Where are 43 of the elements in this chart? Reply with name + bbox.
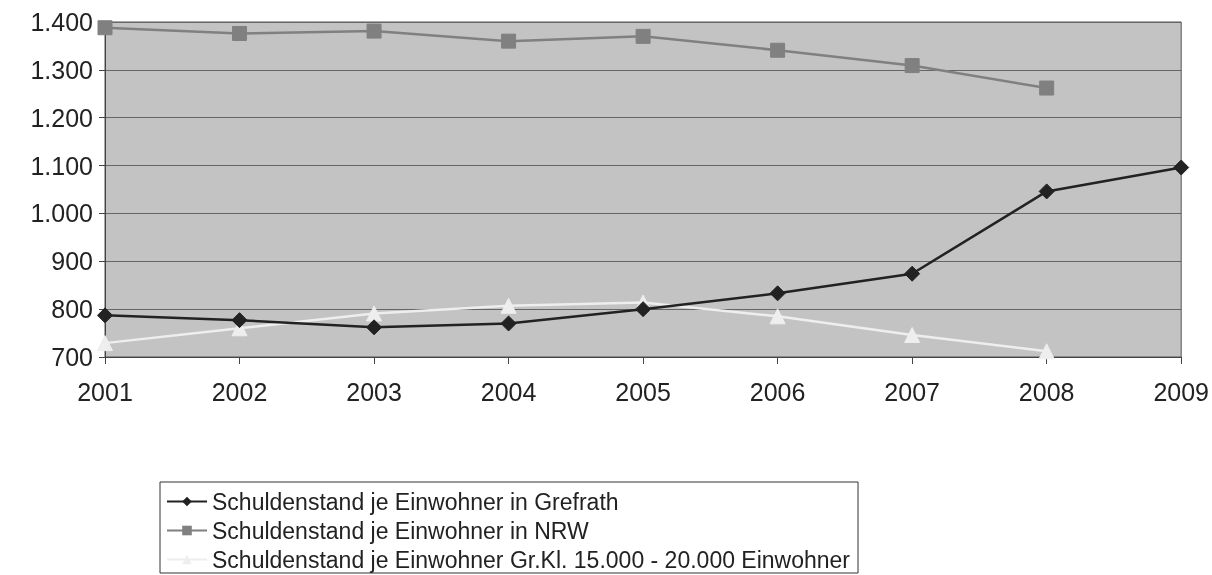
x-tick-label: 2009 bbox=[1153, 377, 1209, 406]
point bbox=[366, 305, 383, 322]
point bbox=[97, 20, 113, 36]
y-tick-label: 800 bbox=[51, 295, 93, 324]
legend-label: Schuldenstand je Einwohner in NRW bbox=[212, 517, 590, 544]
point bbox=[1039, 80, 1055, 96]
point bbox=[1038, 343, 1055, 360]
y-tick-label: 1.100 bbox=[30, 151, 93, 180]
point bbox=[770, 42, 786, 58]
y-tick-label: 1.400 bbox=[30, 8, 93, 36]
point bbox=[501, 33, 517, 49]
y-tick-label: 1.300 bbox=[30, 55, 93, 84]
y-tick-label: 1.200 bbox=[30, 103, 93, 132]
y-tick-label: 700 bbox=[51, 343, 93, 371]
x-tick-label: 2001 bbox=[77, 377, 133, 406]
point bbox=[635, 28, 651, 44]
point bbox=[232, 25, 248, 41]
point bbox=[904, 58, 920, 74]
y-tick-label: 1.000 bbox=[30, 199, 93, 228]
point bbox=[904, 265, 921, 282]
x-tick-label: 2005 bbox=[615, 377, 671, 406]
point bbox=[769, 285, 786, 302]
point bbox=[769, 308, 786, 325]
legend-label: Schuldenstand je Einwohner Gr.Kl. 15.000 - 20.000 Einwohner bbox=[212, 546, 851, 573]
x-tick-label: 2008 bbox=[1018, 377, 1075, 406]
point bbox=[635, 301, 652, 318]
point bbox=[904, 326, 921, 343]
x-tick-label: 2007 bbox=[884, 377, 940, 406]
point bbox=[1038, 183, 1055, 200]
legend-label: Schuldenstand je Einwohner in Grefrath bbox=[212, 488, 619, 515]
point bbox=[500, 315, 517, 332]
point bbox=[231, 312, 248, 329]
point bbox=[97, 307, 113, 324]
point bbox=[366, 23, 382, 39]
point bbox=[97, 335, 113, 352]
x-tick-label: 2006 bbox=[749, 377, 806, 406]
point bbox=[500, 297, 517, 314]
y-tick-label: 900 bbox=[51, 247, 93, 276]
x-tick-label: 2002 bbox=[211, 377, 268, 406]
x-tick-label: 2003 bbox=[346, 377, 402, 406]
point bbox=[1173, 159, 1190, 176]
point bbox=[366, 319, 383, 336]
x-tick-label: 2004 bbox=[480, 377, 537, 406]
